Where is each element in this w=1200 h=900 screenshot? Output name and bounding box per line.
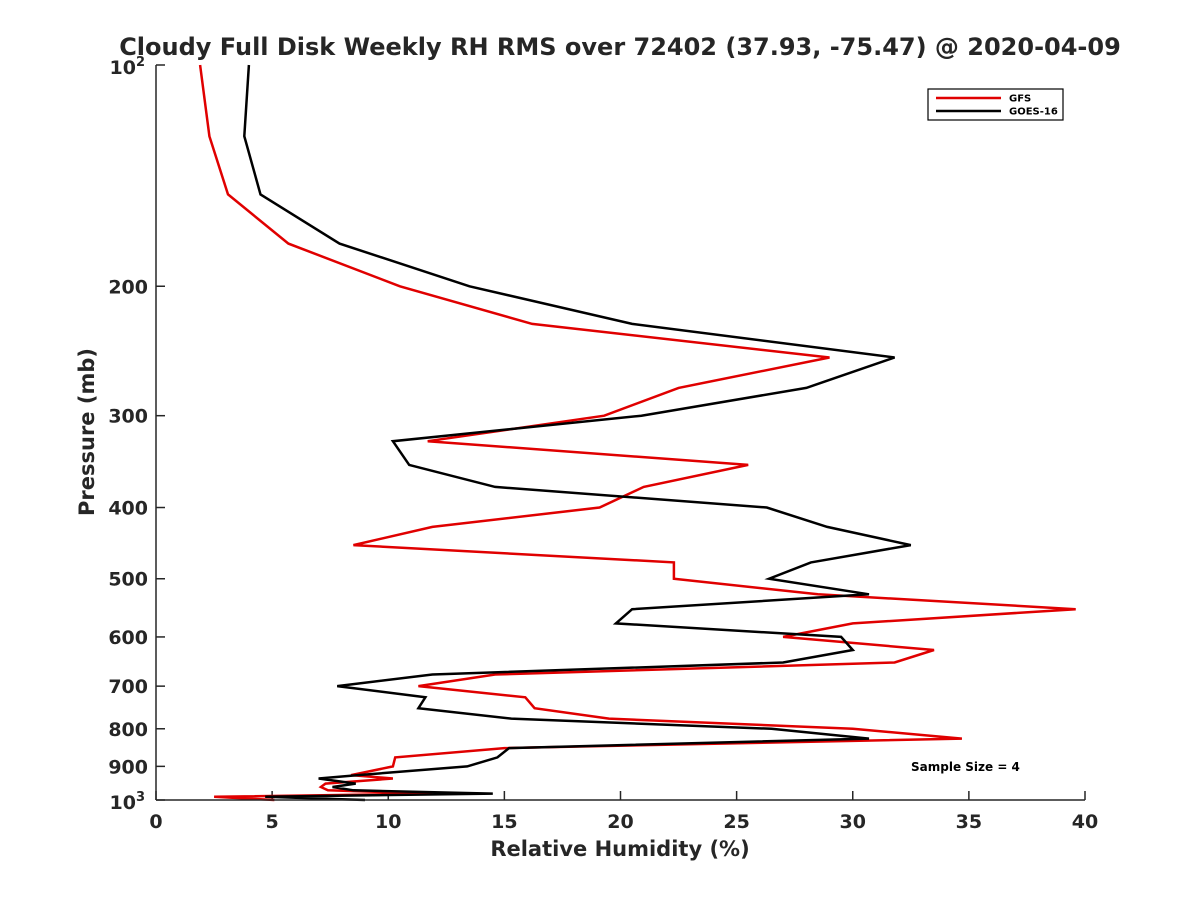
legend: GFS GOES-16 [927, 88, 1064, 121]
y-tick-label: 10 [110, 792, 136, 814]
y-tick-label: 200 [108, 276, 148, 298]
x-axis-label: Relative Humidity (%) [490, 837, 749, 861]
x-tick-label: 5 [266, 811, 279, 833]
x-tick-label: 40 [1072, 811, 1098, 833]
series-line-goes16 [243, 64, 912, 802]
y-tick-label: 600 [108, 627, 148, 649]
legend-box [927, 88, 1064, 121]
legend-label-gfs: GFS [1009, 94, 1031, 105]
x-tick-label: 30 [840, 811, 866, 833]
x-tick-label: 15 [491, 811, 517, 833]
series-line-gfs [198, 64, 1076, 802]
y-tick-label: 10 [110, 57, 136, 79]
x-tick-label: 10 [375, 811, 401, 833]
x-axis: 0 5 10 15 20 25 30 35 40 [149, 791, 1098, 833]
chart-title: Cloudy Full Disk Weekly RH RMS over 7240… [119, 33, 1121, 61]
y-tick-base: 10 [110, 57, 136, 79]
x-tick-label: 25 [723, 811, 749, 833]
y-tick-label: 900 [108, 756, 148, 778]
y-tick-label: 500 [108, 569, 148, 591]
plot-area: 0 5 10 15 20 25 30 35 40 10 220030040050060070080… [108, 55, 1098, 833]
legend-label-goes16: GOES-16 [1009, 107, 1058, 118]
y-tick-exponent: 3 [136, 790, 145, 805]
x-tick-label: 35 [956, 811, 982, 833]
series-lines [198, 64, 1076, 802]
y-tick-exponent: 2 [136, 55, 145, 70]
y-tick-label: 700 [108, 676, 148, 698]
y-tick-base: 10 [110, 792, 136, 814]
x-tick-label: 0 [149, 811, 162, 833]
y-tick-label: 400 [108, 498, 148, 520]
y-tick-label: 800 [108, 719, 148, 741]
x-tick-label: 20 [607, 811, 633, 833]
y-axis-label: Pressure (mb) [75, 348, 99, 516]
sample-size-annotation: Sample Size = 4 [911, 760, 1020, 774]
y-tick-label: 300 [108, 406, 148, 428]
